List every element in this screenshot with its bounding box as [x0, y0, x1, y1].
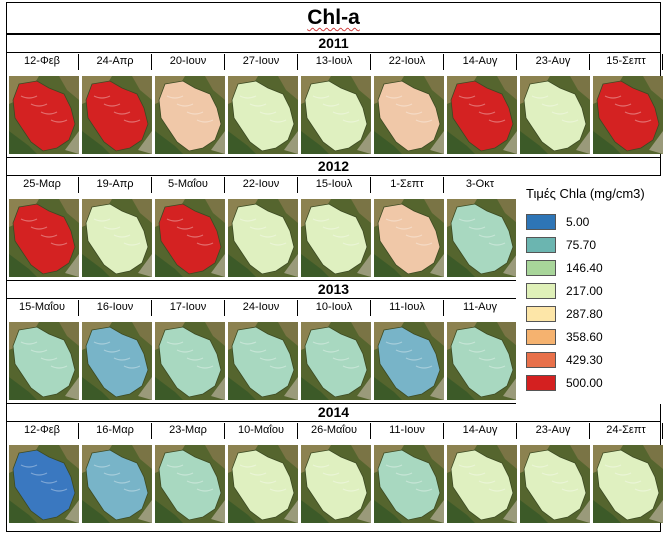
chla-map-thumbnail	[447, 199, 517, 277]
date-label: 11-Ιουν	[371, 423, 444, 439]
year-header-2011: 2011	[6, 34, 661, 53]
chla-map-thumbnail	[82, 199, 152, 277]
date-label: 23-Αυγ	[517, 54, 590, 70]
legend-swatch	[526, 329, 556, 345]
date-label: 19-Απρ	[79, 177, 152, 193]
date-label: 14-Αυγ	[444, 423, 517, 439]
date-label: 15-Σεπτ	[590, 54, 663, 70]
legend-swatch	[526, 237, 556, 253]
legend-label: 217.00	[566, 284, 603, 298]
chla-map-thumbnail	[301, 445, 371, 523]
legend-swatch	[526, 375, 556, 391]
date-label: 24-Απρ	[79, 54, 152, 70]
chla-map-thumbnail	[82, 322, 152, 400]
chla-map-thumbnail	[155, 199, 225, 277]
year-header-2013: 2013	[6, 280, 661, 299]
date-label: 17-Ιουν	[152, 300, 225, 316]
chla-map-thumbnail	[374, 76, 444, 154]
chla-map-thumbnail	[374, 199, 444, 277]
legend-label: 287.80	[566, 307, 603, 321]
chla-map-thumbnail	[447, 76, 517, 154]
chla-map-thumbnail	[155, 76, 225, 154]
figure-title: Chl-a	[6, 2, 661, 34]
chla-map-thumbnail	[301, 199, 371, 277]
chla-map-thumbnail	[301, 322, 371, 400]
year-header-2014: 2014	[6, 403, 661, 422]
chla-map-thumbnail	[155, 322, 225, 400]
chla-map-thumbnail	[82, 445, 152, 523]
date-label: 25-Μαρ	[6, 177, 79, 193]
legend-swatch	[526, 214, 556, 230]
chla-map-thumbnail	[82, 76, 152, 154]
date-label: 3-Οκτ	[444, 177, 517, 193]
legend-swatch	[526, 260, 556, 276]
legend-title: Τιμές Chla (mg/cm3)	[526, 186, 645, 201]
date-label: 14-Αυγ	[444, 54, 517, 70]
date-label: 27-Ιουν	[225, 54, 298, 70]
chla-map-thumbnail	[228, 322, 298, 400]
chla-map-thumbnail	[228, 76, 298, 154]
chla-map-thumbnail	[301, 76, 371, 154]
date-label: 24-Σεπτ	[590, 423, 663, 439]
legend-label: 75.70	[566, 238, 597, 252]
legend-swatch	[526, 283, 556, 299]
chla-map-thumbnail	[520, 76, 590, 154]
date-label: 24-Ιουν	[225, 300, 298, 316]
date-label: 15-Ιουλ	[298, 177, 371, 193]
chla-map-thumbnail	[9, 445, 79, 523]
date-label: 10-Μαΐου	[225, 423, 298, 439]
chla-map-thumbnail	[374, 445, 444, 523]
chla-map-thumbnail	[374, 322, 444, 400]
date-label: 23-Αυγ	[517, 423, 590, 439]
date-label: 5-Μαΐου	[152, 177, 225, 193]
legend: Τιμές Chla (mg/cm3) 5.00 75.70 146.40 217.0…	[516, 176, 661, 404]
date-label: 16-Μαρ	[79, 423, 152, 439]
date-label: 11-Αυγ	[444, 300, 517, 316]
legend-swatch	[526, 306, 556, 322]
chla-map-thumbnail	[9, 199, 79, 277]
legend-label: 5.00	[566, 215, 590, 229]
date-label: 12-Φεβ	[6, 423, 79, 439]
chla-map-thumbnail	[447, 322, 517, 400]
chla-map-thumbnail	[155, 445, 225, 523]
date-label: 26-Μαΐου	[298, 423, 371, 439]
legend-label: 500.00	[566, 376, 603, 390]
date-label: 20-Ιουν	[152, 54, 225, 70]
chla-map-thumbnail	[228, 445, 298, 523]
date-label: 1-Σεπτ	[371, 177, 444, 193]
date-label: 15-Μαΐου	[6, 300, 79, 316]
chla-map-thumbnail	[593, 445, 663, 523]
legend-label: 146.40	[566, 261, 603, 275]
chla-map-thumbnail	[447, 445, 517, 523]
date-label: 16-Ιουν	[79, 300, 152, 316]
legend-label: 429.30	[566, 353, 603, 367]
date-label: 12-Φεβ	[6, 54, 79, 70]
chla-map-thumbnail	[9, 76, 79, 154]
chla-map-thumbnail	[593, 76, 663, 154]
date-label: 23-Μαρ	[152, 423, 225, 439]
date-label: 22-Ιουλ	[371, 54, 444, 70]
chla-map-thumbnail	[520, 445, 590, 523]
legend-label: 358.60	[566, 330, 603, 344]
chla-map-thumbnail	[228, 199, 298, 277]
chla-map-thumbnail	[9, 322, 79, 400]
legend-swatch	[526, 352, 556, 368]
date-label: 11-Ιουλ	[371, 300, 444, 316]
year-header-2012: 2012	[6, 157, 661, 176]
date-label: 10-Ιουλ	[298, 300, 371, 316]
date-label: 22-Ιουν	[225, 177, 298, 193]
date-label: 13-Ιουλ	[298, 54, 371, 70]
